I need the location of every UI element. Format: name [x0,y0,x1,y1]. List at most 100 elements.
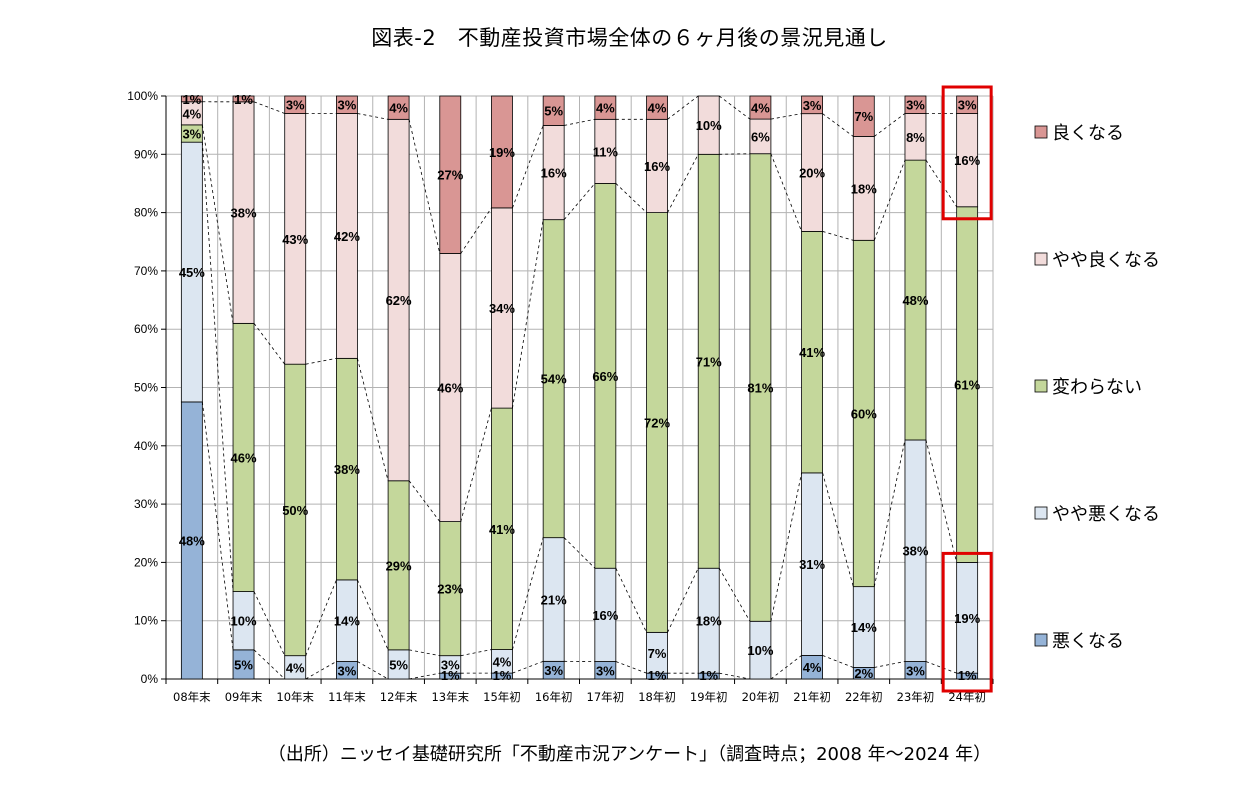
data-label: 7% [648,646,667,661]
data-label: 4% [493,654,512,669]
data-label: 20% [799,166,825,181]
y-tick-label: 60% [134,322,158,336]
bar-segment [956,95,979,114]
data-label: 4% [389,101,408,116]
data-label: 1% [958,668,977,683]
data-label: 4% [751,101,770,116]
series-connector [719,153,750,155]
data-label: 1% [699,668,718,683]
series-connector [874,113,906,137]
bar-segment [232,95,255,103]
data-label: 72% [644,415,670,430]
data-label: 3% [441,657,460,672]
data-label: 18% [851,181,877,196]
data-label: 4% [648,101,667,116]
data-label: 3% [906,98,925,113]
data-label: 5% [234,657,253,672]
data-label: 29% [386,558,412,573]
series-connector [460,649,492,657]
chart-title: 図表-2 不動産投資市場全体の６ヶ月後の景況見通し [371,26,888,50]
x-tick-label: 11年末 [328,690,366,704]
data-label: 10% [696,118,722,133]
data-label: 4% [596,101,615,116]
x-tick-label: 15年初 [483,690,521,704]
data-label: 5% [544,104,563,119]
bar-segment [697,95,720,155]
y-tick-label: 0% [141,672,159,686]
data-label: 10% [231,614,257,629]
legend-label: 良くなる [1052,123,1124,144]
data-label: 38% [902,544,928,559]
y-tick-label: 10% [134,614,158,628]
series-connector [822,113,854,137]
series-connector [770,153,802,232]
data-label: 61% [954,378,980,393]
series-connector [718,568,751,622]
data-label: 46% [231,450,257,465]
data-label: 8% [906,130,925,145]
y-tick-label: 100% [127,89,158,103]
series-connector [719,672,750,680]
legend-label: やや良くなる [1052,250,1160,271]
bar-segment [491,95,513,209]
data-label: 14% [334,614,360,629]
legend-swatch [1034,125,1048,139]
series-connector [667,154,699,213]
series-connector [770,113,802,120]
y-tick-label: 40% [134,439,158,453]
data-label: 14% [851,620,877,635]
data-label: 3% [544,663,563,678]
data-label: 3% [906,663,925,678]
x-tick-label: 23年初 [897,690,935,704]
x-tick-label: 19年初 [690,690,728,704]
data-label: 3% [338,98,357,113]
series-connector [718,95,751,120]
data-label: 3% [596,663,615,678]
y-tick-label: 80% [134,206,158,220]
legend-swatch [1034,379,1048,393]
data-label: 11% [593,144,619,159]
legend-swatch [1034,633,1048,647]
data-label: 45% [179,265,205,280]
x-tick-label: 09年末 [225,690,263,704]
series-connector [873,159,906,241]
data-label: 54% [541,372,567,387]
series-connector [822,231,854,241]
series-connector [408,480,441,522]
data-label: 19% [954,611,980,626]
bar-segment [594,95,617,120]
y-tick-label: 30% [134,497,158,511]
data-label: 81% [747,381,773,396]
x-tick-label: 20年初 [742,690,780,704]
x-tick-label: 24年初 [948,690,986,704]
data-label: 10% [747,643,773,658]
data-label: 71% [696,354,722,369]
data-label: 18% [696,614,722,629]
data-label: 4% [803,660,822,675]
data-label: 3% [182,127,201,142]
bar-segment [852,95,875,137]
x-tick-label: 22年初 [845,690,883,704]
y-tick-label: 50% [134,381,158,395]
series-connector [512,219,544,409]
x-tick-label: 16年初 [535,690,573,704]
bar-segment [646,95,668,120]
data-label: 1% [182,92,201,107]
series-connector [874,661,906,668]
legend-label: やや悪くなる [1052,504,1160,525]
y-tick-label: 90% [134,147,158,161]
bar-segment [284,95,307,114]
data-label: 5% [389,657,408,672]
legend-label: 変わらない [1052,377,1142,398]
bar-segment [542,95,565,126]
bar-segment [439,95,462,254]
series-connector [563,183,596,220]
data-label: 3% [803,98,822,113]
data-label: 1% [648,668,667,683]
data-label: 48% [902,293,928,308]
bar-segment [749,95,772,120]
data-label: 31% [799,557,825,572]
x-tick-label: 12年末 [380,690,418,704]
bar-segment [801,95,823,115]
